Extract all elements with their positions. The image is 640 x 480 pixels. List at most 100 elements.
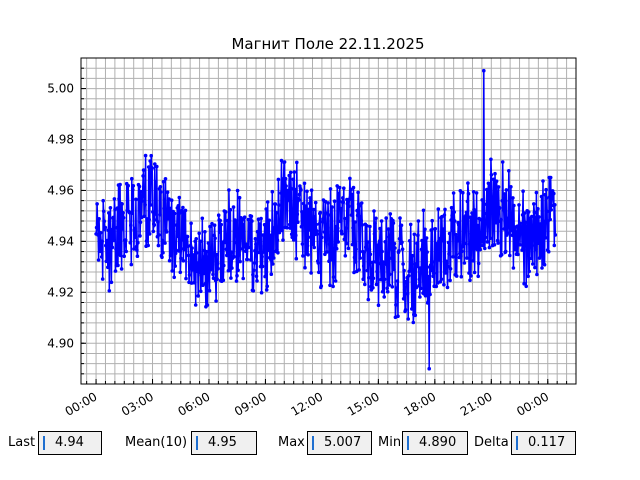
- data-point: [277, 203, 281, 207]
- data-point: [489, 157, 493, 162]
- data-point: [518, 221, 523, 226]
- data-point: [403, 308, 408, 312]
- data-point: [540, 266, 544, 270]
- data-point: [269, 257, 273, 262]
- data-point: [439, 277, 444, 282]
- data-point: [428, 263, 433, 267]
- data-point: [145, 227, 150, 232]
- data-point: [97, 217, 101, 221]
- data-point: [538, 225, 542, 230]
- data-point: [142, 214, 146, 219]
- data-point: [359, 218, 364, 223]
- delta-value-field[interactable]: 0.117: [511, 431, 576, 455]
- data-point: [502, 192, 507, 196]
- data-point: [173, 251, 178, 256]
- data-point: [344, 241, 349, 246]
- data-point: [137, 198, 141, 202]
- data-point: [176, 234, 180, 239]
- data-point: [487, 216, 491, 220]
- data-point: [455, 235, 460, 240]
- data-point: [297, 192, 302, 197]
- data-point: [170, 269, 174, 273]
- data-point: [429, 268, 434, 273]
- data-point: [467, 242, 472, 246]
- data-point: [442, 213, 447, 217]
- data-point: [435, 249, 440, 254]
- data-point: [128, 241, 133, 245]
- data-point: [515, 224, 520, 228]
- data-point: [443, 207, 447, 212]
- last-value-field[interactable]: 4.94: [38, 431, 102, 455]
- data-point: [211, 272, 215, 277]
- data-point: [531, 262, 535, 266]
- data-point: [384, 261, 389, 266]
- data-point: [287, 222, 292, 227]
- data-point: [280, 228, 284, 233]
- data-point: [421, 208, 426, 213]
- data-point: [367, 247, 372, 252]
- data-point: [97, 237, 102, 241]
- data-point: [476, 274, 481, 279]
- max-value-field[interactable]: 5.007: [307, 431, 372, 455]
- data-point: [249, 258, 253, 262]
- data-point: [493, 171, 497, 176]
- data-point: [443, 271, 448, 275]
- data-point: [249, 214, 254, 219]
- data-point: [395, 286, 399, 290]
- data-point: [307, 228, 311, 232]
- data-point: [296, 220, 300, 224]
- data-point: [470, 211, 474, 215]
- min-value-field[interactable]: 4.890: [402, 431, 468, 455]
- data-point: [303, 204, 308, 208]
- data-point: [223, 240, 228, 245]
- data-point: [225, 244, 230, 249]
- data-point: [415, 241, 419, 246]
- data-point: [135, 254, 140, 258]
- data-point: [433, 227, 438, 231]
- data-point: [270, 233, 274, 238]
- data-point: [98, 249, 102, 254]
- data-point: [197, 231, 201, 236]
- data-point: [542, 262, 547, 267]
- y-tick-label: 4.90: [47, 336, 74, 350]
- data-point: [327, 242, 332, 247]
- data-point: [482, 68, 486, 73]
- data-point: [175, 223, 179, 227]
- data-point: [378, 226, 382, 231]
- data-point: [417, 277, 422, 282]
- data-point: [494, 220, 498, 225]
- data-point: [233, 228, 238, 232]
- data-point: [161, 179, 166, 184]
- data-point: [185, 234, 190, 239]
- data-point: [389, 247, 393, 251]
- data-point: [419, 247, 424, 252]
- data-point: [419, 286, 423, 291]
- data-point: [399, 223, 404, 228]
- data-point: [524, 284, 528, 289]
- data-point: [217, 230, 222, 234]
- data-point: [263, 274, 267, 279]
- data-point: [106, 265, 110, 270]
- data-point: [308, 196, 312, 200]
- data-point: [215, 261, 220, 266]
- data-point: [214, 252, 219, 257]
- data-point: [130, 211, 135, 215]
- data-point: [357, 204, 362, 208]
- data-point: [424, 236, 429, 240]
- x-tick-label: 03:00: [119, 389, 156, 418]
- data-point: [334, 246, 339, 251]
- mean-value-field[interactable]: 4.95: [191, 431, 257, 455]
- data-point: [301, 201, 306, 206]
- data-point: [479, 240, 484, 244]
- data-point: [169, 215, 173, 220]
- data-point: [237, 195, 242, 200]
- data-point: [253, 248, 257, 253]
- data-point: [451, 254, 455, 259]
- min-label: Min: [378, 435, 402, 450]
- data-point: [474, 191, 479, 195]
- data-point: [284, 184, 288, 188]
- data-point: [131, 188, 135, 192]
- y-tick-label: 4.98: [47, 133, 74, 147]
- data-point: [460, 249, 464, 254]
- data-point: [406, 317, 411, 321]
